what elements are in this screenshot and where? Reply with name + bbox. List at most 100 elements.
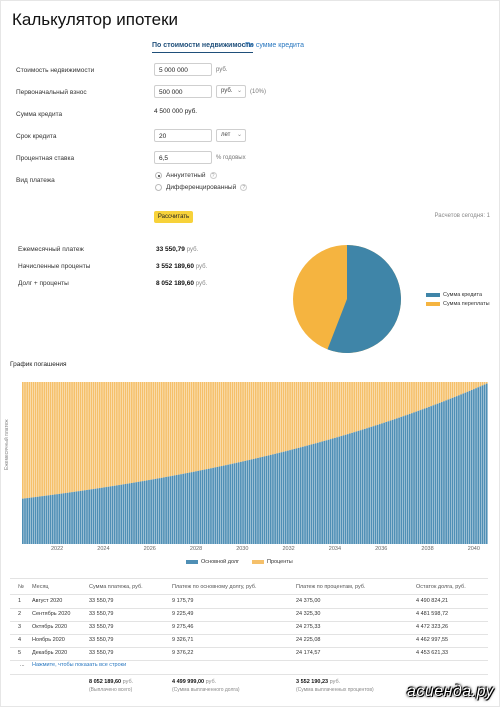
bar-principal [113,485,116,544]
bar-principal [344,434,347,544]
bar-principal [96,488,99,544]
legend-credit: Сумма кредита [426,292,482,298]
interest-amount: 3 552 189,60 [156,263,194,270]
bar-interest [36,382,39,497]
bar-principal [165,477,167,544]
term-input[interactable]: 20 [154,129,212,142]
rate-unit: % годовых [216,155,246,161]
bar-principal [411,413,413,544]
bar-interest [26,382,28,499]
bar-interest [193,382,195,472]
bar-interest [368,382,370,428]
bar-interest [432,382,435,406]
help-icon[interactable]: ? [209,172,217,179]
bar-principal [212,467,214,544]
calculate-button[interactable]: Рассчитать [154,211,193,223]
bar-interest [182,382,185,474]
down-unit-select[interactable]: руб. ⌄ [216,85,246,98]
bar-interest [220,382,223,467]
table-cell: 4 453 621,33 [416,650,449,656]
bar-principal [47,495,50,544]
bar-principal [276,453,279,544]
bar-interest [207,382,210,469]
bar-principal [445,400,447,544]
bar-interest [190,382,193,473]
bar-principal [359,430,362,544]
bar-interest [60,382,63,494]
bar-interest [297,382,300,448]
radio-differentiated[interactable]: Дифференцированный? [155,184,248,191]
bar-interest [310,382,313,445]
rate-input[interactable]: 6,5 [154,151,212,164]
bar-principal [216,466,219,544]
bar-principal [355,431,358,544]
term-unit-select[interactable]: лет ⌄ [216,129,246,142]
bar-interest [111,382,114,487]
tab-by-property-price[interactable]: По стоимости недвижимости [152,42,254,53]
bar-interest [331,382,334,439]
bar-interest [278,382,281,453]
interest-label: Начисленные проценты [18,263,91,270]
bar-interest [180,382,182,475]
bar-principal [79,490,82,544]
currency-unit: руб. [186,247,199,253]
radio-unchecked-icon [155,184,162,191]
bar-principal [111,486,114,544]
currency-unit: руб. [195,281,208,287]
bar-principal [278,452,281,544]
payment-type-label: Вид платежа [16,177,55,184]
bar-principal [336,437,338,544]
down-payment-input[interactable]: 500 000 [154,85,212,98]
bar-principal [357,430,360,544]
bar-principal [90,489,93,544]
bar-principal [302,446,304,544]
bar-principal [205,469,208,544]
column-header: № [18,584,24,590]
bar-interest [314,382,317,444]
bar-interest [381,382,383,424]
help-icon[interactable]: ? [240,184,248,191]
bar-interest [340,382,343,437]
row-divider [10,660,488,661]
bar-interest [453,382,456,398]
bar-principal [361,429,364,544]
bar-principal [340,436,343,544]
bar-principal [94,488,97,544]
currency-unit: руб. [329,679,341,685]
bar-principal [349,433,351,544]
radio-annuity[interactable]: Аннуитетный? [155,172,217,179]
bar-interest [96,382,99,489]
bar-interest [477,382,480,388]
row-divider [10,621,488,622]
bar-principal [308,445,311,544]
bar-interest [402,382,405,417]
table-cell: 24 225,08 [296,637,321,643]
bar-interest [306,382,309,446]
bar-interest [216,382,219,467]
total-interest: 3 552 190,23 руб. [296,679,340,685]
bar-principal [381,423,383,544]
price-input[interactable]: 5 000 000 [154,63,212,76]
bar-interest [103,382,105,488]
legend-swatch [426,292,440,297]
x-tick-label: 2038 [421,546,434,552]
tab-by-credit-amount[interactable]: По сумме кредита [245,42,304,49]
bar-interest [291,382,294,450]
monthly-payment-value: 33 550,79 руб. [156,246,198,253]
bar-interest [378,382,381,425]
bar-interest [24,382,26,499]
bar-interest [415,382,418,412]
bar-interest [468,382,471,391]
bar-principal [293,449,296,544]
bar-principal [150,479,152,544]
bar-principal [280,452,283,544]
bar-interest [47,382,50,496]
bar-interest [235,382,238,463]
bar-principal [83,490,86,544]
show-all-rows-link[interactable]: Нажмите, чтобы показать все строки [32,662,127,668]
bar-principal [141,481,144,544]
bar-interest [90,382,93,490]
bar-principal [188,472,191,544]
bar-interest [316,382,319,443]
bar-interest [45,382,48,496]
